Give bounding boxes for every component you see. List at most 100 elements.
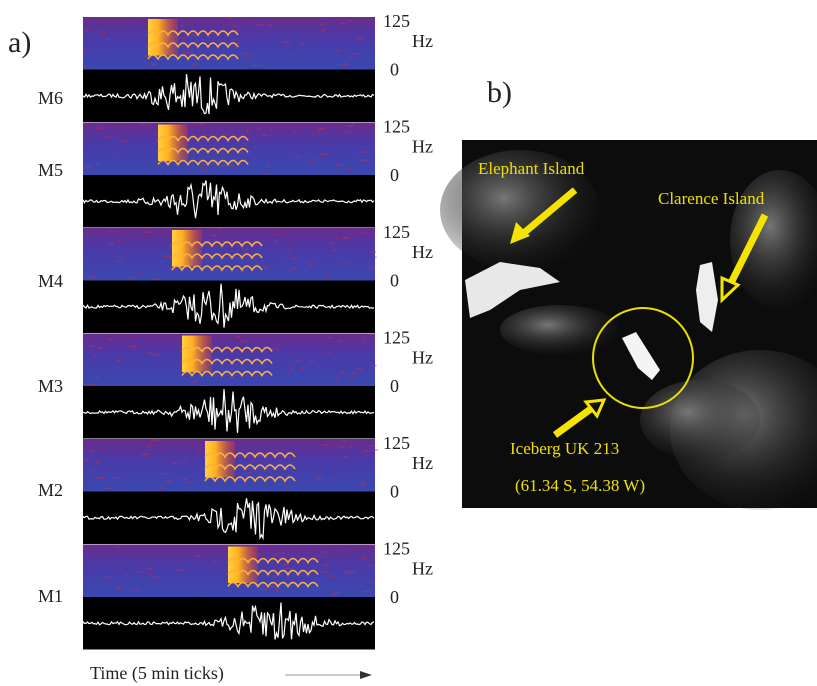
noise — [299, 42, 306, 45]
noise — [140, 124, 146, 126]
noise — [91, 470, 95, 472]
freq-tick-high: 125 — [383, 433, 410, 453]
noise — [117, 239, 123, 242]
freq-tick-high: 125 — [383, 222, 410, 242]
noise — [273, 576, 278, 579]
spectrogram — [83, 17, 375, 70]
noise — [338, 340, 343, 342]
waveform — [82, 388, 375, 433]
noise — [320, 153, 327, 156]
time-label: Time (5 min ticks) — [90, 663, 224, 684]
noise — [105, 136, 114, 138]
noise — [360, 172, 363, 175]
noise — [334, 465, 337, 467]
noise — [208, 32, 216, 34]
noise — [343, 551, 347, 553]
freq-tick-high: 125 — [383, 539, 410, 559]
noise — [201, 256, 210, 259]
noise — [361, 484, 365, 486]
noise — [348, 56, 352, 59]
arrows — [522, 187, 769, 438]
noise — [125, 574, 128, 577]
island-label: Clarence Island — [658, 189, 765, 208]
noise — [333, 476, 338, 478]
noise — [241, 52, 248, 55]
noise — [242, 142, 248, 145]
station-label: M3 — [38, 376, 63, 396]
station-label: M6 — [38, 88, 63, 108]
noise — [265, 267, 268, 270]
noise — [267, 24, 273, 27]
noise — [291, 257, 298, 260]
cloud — [730, 170, 817, 310]
call — [148, 19, 178, 56]
noise — [342, 236, 347, 238]
freq-unit: Hz — [412, 242, 433, 262]
noise — [331, 593, 336, 596]
noise — [373, 256, 377, 258]
freq-tick-high: 125 — [383, 328, 410, 348]
noise — [197, 449, 202, 451]
noise — [292, 267, 299, 269]
call-harmonic — [204, 452, 296, 459]
spectrogram-stack: 125Hz0M6125Hz0M5125Hz0M4125Hz0M3125Hz0M2… — [38, 11, 433, 650]
call — [158, 124, 188, 161]
noise — [157, 487, 164, 490]
noise — [328, 242, 335, 244]
noise — [256, 454, 264, 456]
noise — [180, 44, 186, 47]
noise — [285, 260, 288, 262]
noise — [183, 460, 187, 462]
noise — [96, 477, 105, 480]
noise — [336, 172, 341, 175]
noise — [114, 546, 122, 548]
call-harmonic — [157, 147, 249, 155]
noise — [349, 446, 354, 448]
noise — [270, 348, 279, 350]
freq-tick-low: 0 — [390, 482, 399, 502]
noise — [308, 360, 315, 362]
noise — [231, 39, 235, 41]
noise — [288, 364, 292, 366]
noise — [152, 278, 161, 280]
noise — [233, 25, 238, 28]
call-harmonic — [181, 346, 273, 354]
noise — [269, 129, 273, 131]
noise — [241, 270, 246, 273]
spectrogram — [83, 122, 375, 175]
call-harmonic — [227, 557, 319, 565]
noise — [183, 51, 192, 54]
noise — [144, 55, 150, 57]
noise — [211, 268, 219, 270]
noise — [128, 276, 137, 279]
noise — [240, 340, 246, 342]
noise — [322, 443, 330, 446]
waveform — [82, 180, 375, 219]
noise — [83, 459, 89, 462]
noise — [145, 568, 153, 570]
noise — [83, 65, 87, 67]
noise — [100, 31, 106, 33]
noise — [88, 449, 94, 452]
noise — [257, 127, 260, 130]
noise — [219, 228, 222, 230]
noise — [342, 371, 345, 374]
noise — [293, 130, 296, 133]
noise — [83, 166, 91, 168]
noise — [107, 338, 113, 341]
noise — [369, 564, 374, 566]
call-harmonic — [204, 476, 296, 483]
noise — [113, 476, 121, 479]
arrow-head — [720, 275, 741, 304]
noise — [352, 586, 356, 588]
noise — [105, 38, 109, 40]
noise — [108, 243, 114, 245]
noise — [300, 367, 304, 370]
noise — [370, 251, 376, 254]
cloud — [440, 150, 600, 270]
noise — [182, 478, 188, 480]
noise — [223, 134, 226, 136]
noise — [235, 336, 241, 338]
noise — [263, 265, 267, 268]
noise — [347, 125, 354, 127]
